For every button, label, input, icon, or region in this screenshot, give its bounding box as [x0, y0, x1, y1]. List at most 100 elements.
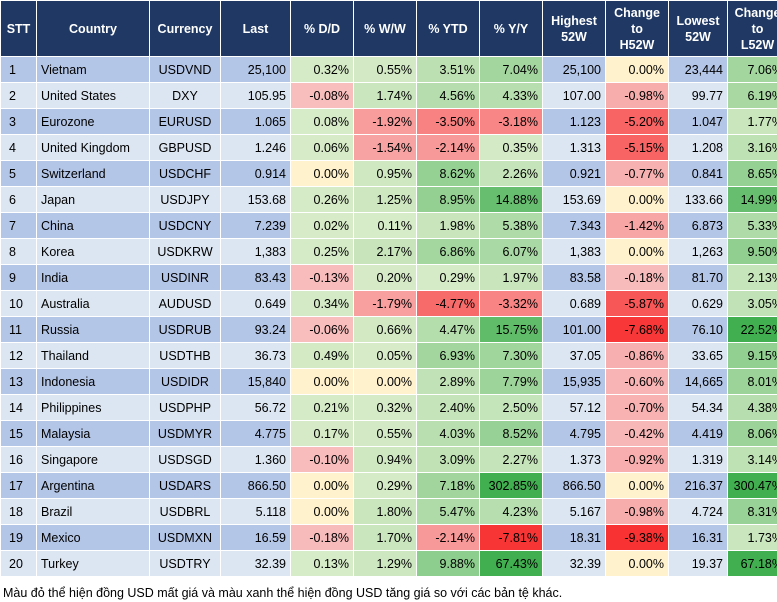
cell-stt: 18: [0, 498, 37, 525]
cell-last: 32.39: [220, 550, 291, 577]
cell-pct-yy: -7.81%: [479, 524, 543, 551]
cell-country: Russia: [36, 316, 150, 343]
cell-lowest-52w: 16.31: [668, 524, 728, 551]
cell-change-to-l52w: 5.33%: [727, 212, 777, 239]
cell-change-to-h52w: 0.00%: [605, 186, 669, 213]
cell-last: 1.246: [220, 134, 291, 161]
cell-change-to-l52w: 8.06%: [727, 420, 777, 447]
cell-pct-dd: 0.13%: [290, 550, 354, 577]
column-header-highest-52w: Highest 52W: [542, 0, 606, 57]
cell-highest-52w: 1,383: [542, 238, 606, 265]
cell-pct-yy: 1.97%: [479, 264, 543, 291]
cell-pct-dd: 0.06%: [290, 134, 354, 161]
cell-change-to-l52w: 4.38%: [727, 394, 777, 421]
cell-lowest-52w: 0.629: [668, 290, 728, 317]
cell-change-to-h52w: 0.00%: [605, 472, 669, 499]
cell-pct-dd: 0.00%: [290, 368, 354, 395]
cell-pct-ytd: 5.47%: [416, 498, 480, 525]
cell-pct-dd: 0.34%: [290, 290, 354, 317]
cell-currency: USDSGD: [149, 446, 221, 473]
cell-change-to-l52w: 3.14%: [727, 446, 777, 473]
table-row: 14 Philippines USDPHP 56.72 0.21% 0.32% 2.40% 2…: [0, 394, 777, 421]
cell-change-to-l52w: 1.77%: [727, 108, 777, 135]
cell-pct-ww: 0.94%: [353, 446, 417, 473]
cell-change-to-h52w: -5.15%: [605, 134, 669, 161]
cell-change-to-h52w: -0.86%: [605, 342, 669, 369]
cell-pct-dd: -0.13%: [290, 264, 354, 291]
cell-currency: USDTRY: [149, 550, 221, 577]
cell-pct-yy: 8.52%: [479, 420, 543, 447]
cell-lowest-52w: 133.66: [668, 186, 728, 213]
table-row: 11 Russia USDRUB 93.24 -0.06% 0.66% 4.47% 15.75…: [0, 316, 777, 343]
cell-highest-52w: 1.123: [542, 108, 606, 135]
table-row: 19 Mexico USDMXN 16.59 -0.18% 1.70% -2.14% -7.8…: [0, 524, 777, 551]
table-row: 12 Thailand USDTHB 36.73 0.49% 0.05% 6.93% 7.30…: [0, 342, 777, 369]
table-row: 6 Japan USDJPY 153.68 0.26% 1.25% 8.95% 14.88% 1…: [0, 186, 777, 213]
table-row: 20 Turkey USDTRY 32.39 0.13% 1.29% 9.88% 67.43%…: [0, 550, 777, 577]
cell-change-to-h52w: -5.87%: [605, 290, 669, 317]
cell-change-to-l52w: 2.13%: [727, 264, 777, 291]
cell-pct-ww: 1.70%: [353, 524, 417, 551]
cell-highest-52w: 57.12: [542, 394, 606, 421]
cell-lowest-52w: 19.37: [668, 550, 728, 577]
cell-pct-dd: -0.10%: [290, 446, 354, 473]
cell-last: 105.95: [220, 82, 291, 109]
column-header-pct-ww: % W/W: [353, 0, 417, 57]
cell-pct-ytd: 6.93%: [416, 342, 480, 369]
cell-stt: 17: [0, 472, 37, 499]
cell-pct-ww: 0.95%: [353, 160, 417, 187]
cell-currency: GBPUSD: [149, 134, 221, 161]
cell-pct-ww: 0.00%: [353, 368, 417, 395]
cell-last: 866.50: [220, 472, 291, 499]
cell-change-to-l52w: 300.47%: [727, 472, 777, 499]
cell-stt: 15: [0, 420, 37, 447]
cell-pct-yy: 15.75%: [479, 316, 543, 343]
cell-pct-ytd: 3.51%: [416, 56, 480, 83]
cell-pct-ww: 0.66%: [353, 316, 417, 343]
column-header-change-to-l52w: Change to L52W: [727, 0, 777, 57]
table-row: 2 United States DXY 105.95 -0.08% 1.74% 4.56% 4…: [0, 82, 777, 109]
cell-lowest-52w: 4.724: [668, 498, 728, 525]
fx-table: STT Country Currency Last% D/D% W/W% YTD% Y…: [0, 0, 777, 577]
cell-pct-dd: 0.00%: [290, 498, 354, 525]
cell-country: United States: [36, 82, 150, 109]
cell-change-to-l52w: 22.52%: [727, 316, 777, 343]
cell-highest-52w: 866.50: [542, 472, 606, 499]
cell-currency: EURUSD: [149, 108, 221, 135]
cell-pct-dd: 0.02%: [290, 212, 354, 239]
cell-change-to-h52w: -5.20%: [605, 108, 669, 135]
cell-pct-ww: 0.20%: [353, 264, 417, 291]
cell-currency: USDMYR: [149, 420, 221, 447]
cell-stt: 2: [0, 82, 37, 109]
cell-pct-dd: 0.00%: [290, 160, 354, 187]
cell-pct-yy: 7.30%: [479, 342, 543, 369]
cell-pct-ytd: -4.77%: [416, 290, 480, 317]
cell-country: Thailand: [36, 342, 150, 369]
cell-pct-ww: 1.74%: [353, 82, 417, 109]
cell-pct-ytd: 3.09%: [416, 446, 480, 473]
cell-country: Vietnam: [36, 56, 150, 83]
cell-highest-52w: 1.313: [542, 134, 606, 161]
cell-highest-52w: 25,100: [542, 56, 606, 83]
cell-stt: 1: [0, 56, 37, 83]
cell-country: Singapore: [36, 446, 150, 473]
column-header-pct-ytd: % YTD: [416, 0, 480, 57]
table-row: 7 China USDCNY 7.239 0.02% 0.11% 1.98% 5.38% 7.3…: [0, 212, 777, 239]
table-row: 13 Indonesia USDIDR 15,840 0.00% 0.00% 2.89% 7.…: [0, 368, 777, 395]
cell-stt: 4: [0, 134, 37, 161]
table-row: 4 United Kingdom GBPUSD 1.246 0.06% -1.54% -2.…: [0, 134, 777, 161]
cell-currency: USDCHF: [149, 160, 221, 187]
table-row: 18 Brazil USDBRL 5.118 0.00% 1.80% 5.47% 4.23% 5…: [0, 498, 777, 525]
cell-lowest-52w: 6.873: [668, 212, 728, 239]
cell-highest-52w: 4.795: [542, 420, 606, 447]
table-row: 10 Australia AUDUSD 0.649 0.34% -1.79% -4.77% -…: [0, 290, 777, 317]
cell-lowest-52w: 216.37: [668, 472, 728, 499]
cell-lowest-52w: 0.841: [668, 160, 728, 187]
cell-currency: USDVND: [149, 56, 221, 83]
header-row: STT Country Currency Last% D/D% W/W% YTD% Y…: [0, 0, 777, 57]
column-header-last: Last: [220, 0, 291, 57]
cell-pct-dd: 0.00%: [290, 472, 354, 499]
cell-pct-yy: 5.38%: [479, 212, 543, 239]
cell-change-to-l52w: 8.31%: [727, 498, 777, 525]
cell-pct-ww: 0.11%: [353, 212, 417, 239]
